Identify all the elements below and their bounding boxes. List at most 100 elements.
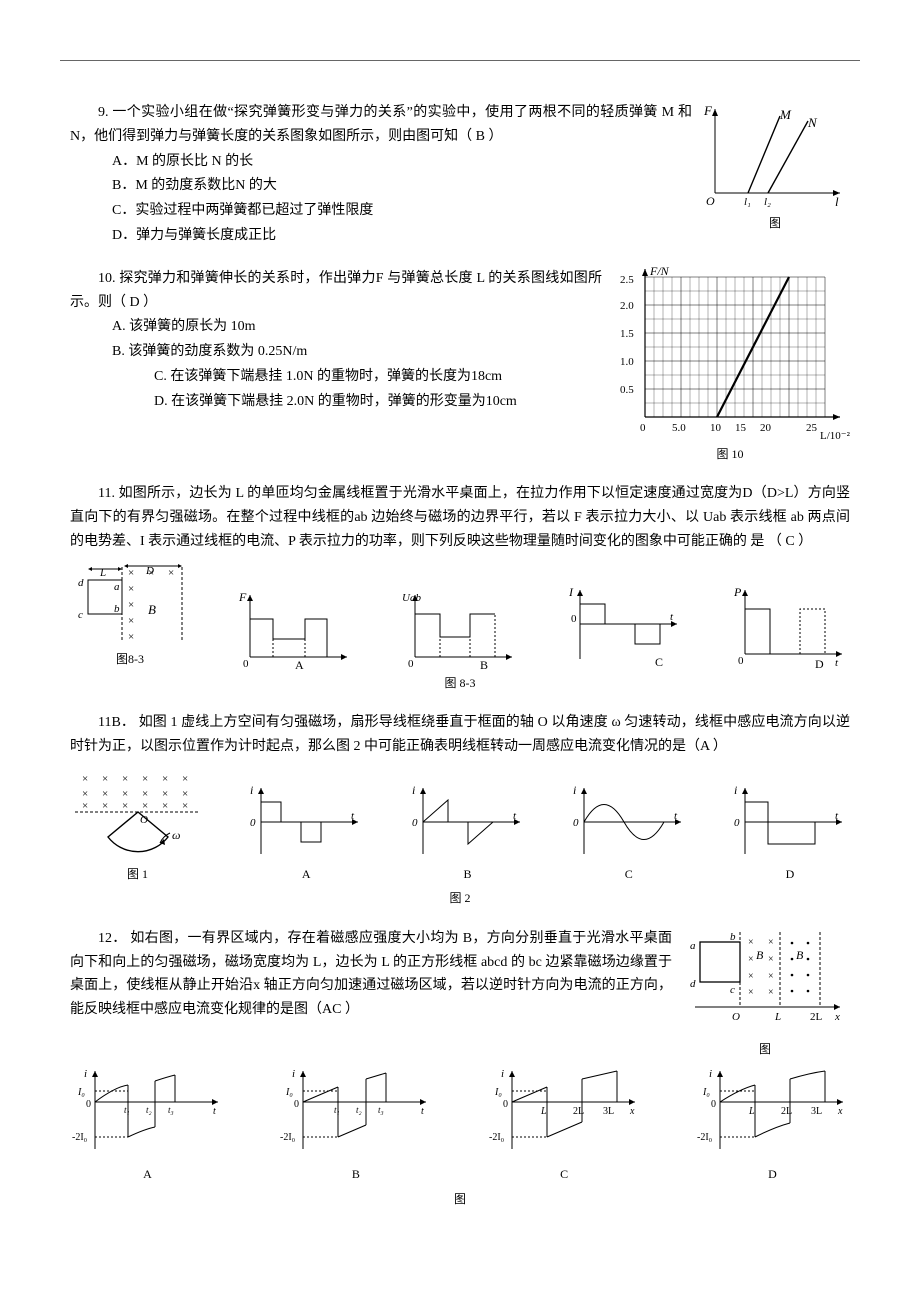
svg-text:I₀: I₀ xyxy=(77,1087,85,1098)
svg-text:t₃: t₃ xyxy=(168,1105,174,1115)
q12-A: A xyxy=(70,1164,225,1184)
svg-text:2L: 2L xyxy=(573,1106,584,1117)
q11b-B: B xyxy=(408,864,528,884)
svg-text:×: × xyxy=(128,567,134,579)
svg-text:Uab: Uab xyxy=(402,592,421,604)
q11b-num: 11B． xyxy=(98,715,135,730)
svg-text:b: b xyxy=(114,603,120,615)
svg-text:F: F xyxy=(238,590,247,604)
q12-D: D xyxy=(695,1164,850,1184)
svg-text:B: B xyxy=(148,602,156,617)
svg-text:I₀: I₀ xyxy=(494,1087,502,1098)
q11b-graph-A: i 0 t A xyxy=(246,782,366,884)
svg-text:3L: 3L xyxy=(811,1106,822,1117)
svg-text:d: d xyxy=(690,978,696,990)
svg-text:×: × xyxy=(168,567,174,579)
svg-text:D: D xyxy=(145,565,154,577)
svg-text:×: × xyxy=(102,773,108,785)
q11b-fig1-caption: 图 1 xyxy=(70,864,205,884)
svg-text:L: L xyxy=(748,1106,755,1117)
question-11b: 11B． 如图 1 虚线上方空间有匀强磁场，扇形导线框绕垂直于框面的轴 O 以角… xyxy=(70,711,850,908)
xtick1: 5.0 xyxy=(672,422,686,434)
svg-text:c: c xyxy=(730,984,735,996)
axis-FN: F/N xyxy=(649,267,670,278)
svg-text:-2I₀: -2I₀ xyxy=(280,1132,296,1143)
q9-figure: F l O M N l₁ l₂ 图 xyxy=(700,101,850,233)
svg-text:×: × xyxy=(182,773,188,785)
svg-text:×: × xyxy=(102,788,108,800)
q12-graph-B: i I₀ 0 -2I₀ t t₁ t₂ t₃ B xyxy=(278,1067,433,1184)
q11-setup-caption: 图8-3 xyxy=(70,649,190,669)
q9-num: 9. xyxy=(98,105,109,120)
svg-text:×: × xyxy=(768,937,774,948)
q11-figures: ××× × × × × L d a b c B D 图8-3 F xyxy=(70,562,850,669)
q12-figures: i I₀ 0 -2I₀ t t₁ t₂ t₃ A xyxy=(70,1067,850,1184)
svg-text:x: x xyxy=(834,1011,840,1023)
svg-text:3L: 3L xyxy=(603,1106,614,1117)
q11b-body: 如图 1 虚线上方空间有匀强磁场，扇形导线框绕垂直于框面的轴 O 以角速度 ω … xyxy=(70,715,850,754)
svg-text:t: t xyxy=(670,611,674,623)
svg-text:a: a xyxy=(690,940,696,952)
svg-text:t₂: t₂ xyxy=(146,1105,152,1115)
svg-text:C: C xyxy=(655,655,663,669)
xtick2: 10 xyxy=(710,422,722,434)
q12-C: C xyxy=(487,1164,642,1184)
svg-text:i: i xyxy=(84,1068,87,1080)
svg-text:t: t xyxy=(213,1106,216,1117)
svg-text:×: × xyxy=(102,800,108,812)
svg-text:-2I₀: -2I₀ xyxy=(489,1132,505,1143)
svg-text:O: O xyxy=(732,1011,740,1023)
svg-text:t: t xyxy=(835,657,839,669)
q10-num: 10. xyxy=(98,271,116,286)
svg-text:×: × xyxy=(82,800,88,812)
svg-text:0: 0 xyxy=(250,817,256,829)
svg-text:t: t xyxy=(421,1106,424,1117)
svg-text:B: B xyxy=(480,658,488,669)
svg-text:×: × xyxy=(162,773,168,785)
svg-text:i: i xyxy=(292,1068,295,1080)
q11-row-caption: 图 8-3 xyxy=(70,673,850,693)
q10-body: 探究弹力和弹簧伸长的关系时，作出弹力F 与弹簧总长度 L 的关系图线如图所示。则… xyxy=(70,271,602,310)
q11b-C: C xyxy=(569,864,689,884)
q9-graph: F l O M N l₁ l₂ xyxy=(700,101,850,211)
svg-text:O: O xyxy=(140,814,148,826)
svg-text:×: × xyxy=(748,954,754,965)
svg-text:×: × xyxy=(768,987,774,998)
q11-graph-A: F 0 A xyxy=(235,589,355,669)
svg-text:x: x xyxy=(837,1106,843,1117)
svg-text:t₁: t₁ xyxy=(334,1105,340,1115)
q11b-setup: ×××××× ×××××× ×××××× O ω 图 1 xyxy=(70,767,205,884)
svg-text:a: a xyxy=(114,581,120,593)
svg-text:ω: ω xyxy=(172,828,180,842)
svg-text:c: c xyxy=(78,609,83,621)
svg-text:i: i xyxy=(573,783,576,797)
xtick5: 25 xyxy=(806,422,818,434)
svg-text:t₁: t₁ xyxy=(124,1105,130,1115)
q12-B: B xyxy=(278,1164,433,1184)
svg-text:D: D xyxy=(815,657,824,669)
question-9: F l O M N l₁ l₂ 图 9. 一个实验小组在做“探究弹簧形变与弹力的… xyxy=(70,101,850,249)
ytick3: 2.0 xyxy=(620,300,634,312)
svg-text:×: × xyxy=(182,800,188,812)
svg-text:i: i xyxy=(501,1068,504,1080)
svg-text:i: i xyxy=(412,783,415,797)
svg-text:×: × xyxy=(142,788,148,800)
xtick4: 20 xyxy=(760,422,772,434)
svg-text:×: × xyxy=(122,800,128,812)
svg-text:×: × xyxy=(162,788,168,800)
line-N-label: N xyxy=(807,115,818,130)
svg-text:×: × xyxy=(748,971,754,982)
svg-text:0: 0 xyxy=(738,655,744,667)
ytick2: 1.5 xyxy=(620,328,634,340)
q12-num: 12． xyxy=(98,931,127,946)
svg-text:P: P xyxy=(733,585,742,599)
q12-graph-A: i I₀ 0 -2I₀ t t₁ t₂ t₃ A xyxy=(70,1067,225,1184)
q12-main-figure: ×× ×× ×× ×× a b c d B B O L 2L x 图 xyxy=(680,927,850,1059)
svg-text:2L: 2L xyxy=(810,1011,823,1023)
svg-text:B: B xyxy=(796,948,804,962)
svg-text:x: x xyxy=(629,1106,635,1117)
svg-text:×: × xyxy=(768,971,774,982)
q11-graph-D: P 0 t D xyxy=(730,584,850,669)
q12-graph-D: i I₀ 0 -2I₀ x L 2L 3L D xyxy=(695,1067,850,1184)
xtick-0: 0 xyxy=(640,422,646,434)
